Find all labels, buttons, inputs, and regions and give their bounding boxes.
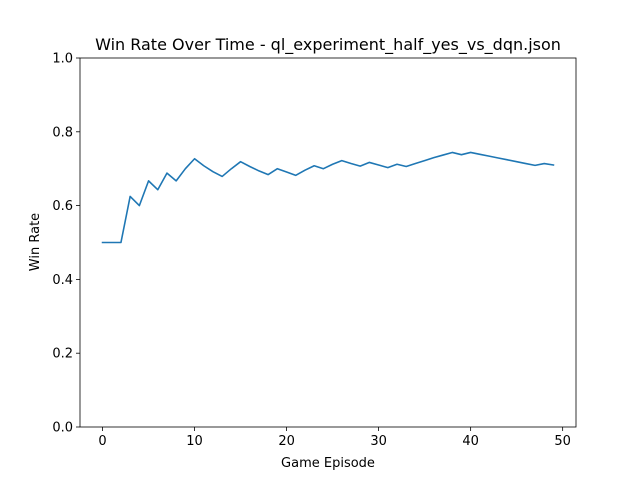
y-tick-label: 1.0 <box>52 52 73 67</box>
x-tick-label: 20 <box>278 434 295 449</box>
y-tick-label: 0.2 <box>52 347 73 362</box>
chart-title: Win Rate Over Time - ql_experiment_half_… <box>95 35 561 55</box>
x-tick-label: 40 <box>462 434 479 449</box>
series-layer <box>101 151 555 244</box>
y-axis-label: Win Rate <box>28 213 43 271</box>
x-tick-label: 30 <box>370 434 387 449</box>
y-tick-label: 0.4 <box>52 273 73 288</box>
axes-frame <box>79 57 577 428</box>
plot-area <box>79 57 577 428</box>
x-tick-label: 50 <box>554 434 571 449</box>
x-tick-label: 0 <box>98 434 106 449</box>
x-axis-label: Game Episode <box>281 456 375 471</box>
series-line <box>101 151 555 244</box>
y-tick-label: 0.0 <box>52 421 73 436</box>
y-axis-ticks: 0.0 0.2 0.4 0.6 0.8 1.0 <box>52 52 80 436</box>
y-tick-label: 0.6 <box>52 199 73 214</box>
x-tick-label: 10 <box>186 434 203 449</box>
x-axis-ticks: 0 10 20 30 40 50 <box>98 427 571 449</box>
y-tick-label: 0.8 <box>52 125 73 140</box>
